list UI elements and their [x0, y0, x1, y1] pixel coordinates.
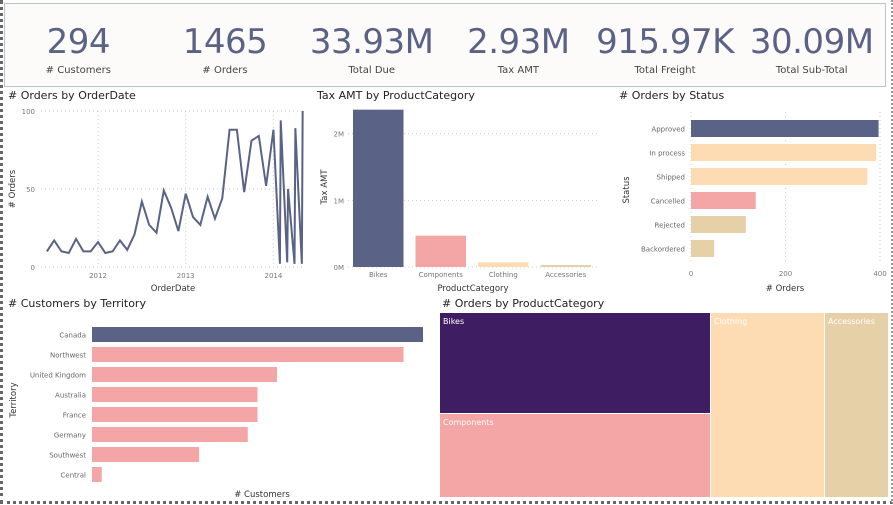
treemap-tile-accessories[interactable]: Accessories	[825, 313, 888, 497]
bar-clothing	[478, 262, 529, 267]
kpi-value: 30.09M	[738, 22, 885, 62]
y-axis-title: Status	[622, 176, 632, 204]
y-tick-label: Rejected	[655, 222, 685, 230]
x-tick-label: Bikes	[369, 271, 388, 279]
tax-by-category-chart[interactable]: Tax AMT by ProductCategory 0M 1M 2M Bikes Co…	[312, 87, 600, 295]
tile-label: Bikes	[443, 317, 464, 326]
y-tick-label: In process	[649, 150, 685, 158]
kpi-label: # Customers	[5, 65, 152, 76]
x-tick-label: 2012	[89, 272, 107, 280]
x-axis-title: OrderDate	[151, 284, 195, 294]
chart-title: # Orders by OrderDate	[8, 89, 136, 102]
x-tick-label: 0	[689, 270, 693, 278]
bar-germany	[92, 427, 248, 442]
bar-northwest	[92, 347, 404, 362]
y-tick-label: 0M	[334, 264, 345, 272]
bar-cancelled	[691, 192, 756, 209]
chart-title: # Orders by ProductCategory	[442, 297, 604, 310]
kpi-value: 33.93M	[298, 22, 445, 62]
chart-title: # Orders by Status	[619, 89, 724, 102]
y-tick-label: France	[63, 412, 86, 420]
kpi-value: 1465	[152, 22, 299, 62]
x-tick-label: Clothing	[489, 271, 518, 279]
treemap-tile-components[interactable]: Components	[440, 414, 710, 497]
x-tick-label: Components	[419, 271, 464, 279]
bar-united-kingdom	[92, 367, 277, 382]
x-axis-title: ProductCategory	[437, 284, 508, 294]
kpi-label: Total Due	[298, 65, 445, 76]
y-tick-label: 0	[31, 264, 35, 272]
y-tick-label: Germany	[54, 432, 86, 440]
kpi-card: 915.97K Total Freight	[592, 4, 739, 86]
treemap-tile-clothing[interactable]: Clothing	[711, 313, 824, 497]
kpi-card: 2.93M Tax AMT	[445, 4, 592, 86]
x-tick-label: 2014	[265, 272, 283, 280]
y-tick-label: Cancelled	[651, 198, 685, 206]
chart-title: Tax AMT by ProductCategory	[317, 89, 475, 102]
kpi-label: Tax AMT	[445, 65, 592, 76]
y-tick-label: 50	[26, 186, 35, 194]
kpi-card: 30.09M Total Sub-Total	[738, 4, 885, 86]
bar-southwest	[92, 447, 199, 462]
treemap-tile-bikes[interactable]: Bikes	[440, 313, 710, 413]
kpi-label: # Orders	[152, 65, 299, 76]
x-tick-label: 2013	[177, 272, 195, 280]
y-tick-label: Backordered	[641, 246, 685, 254]
bar-bikes	[353, 110, 404, 267]
kpi-card: 294 # Customers	[5, 4, 152, 86]
y-axis-title: Territory	[9, 382, 19, 418]
y-tick-label: Australia	[55, 392, 86, 400]
y-tick-label: Northwest	[50, 352, 86, 360]
y-tick-label: 100	[22, 108, 35, 116]
y-tick-label: United Kingdom	[30, 372, 86, 380]
orders-by-date-chart[interactable]: # Orders by OrderDate 0 50 100 2012 2013 2014…	[3, 87, 310, 295]
bar-france	[92, 407, 258, 422]
bar-rejected	[691, 216, 746, 233]
bar-canada	[92, 327, 423, 342]
kpi-value: 915.97K	[592, 22, 739, 62]
bar-approved	[691, 120, 879, 137]
kpi-label: Total Freight	[592, 65, 739, 76]
bar-australia	[92, 387, 258, 402]
y-tick-label: 1M	[334, 197, 345, 205]
bar-backordered	[691, 240, 714, 257]
kpi-label: Total Sub-Total	[738, 65, 885, 76]
y-tick-label: Central	[61, 472, 87, 480]
kpi-value: 2.93M	[445, 22, 592, 62]
bar-components	[416, 236, 467, 267]
x-axis-title: # Customers	[234, 490, 290, 500]
x-tick-label: Accessories	[545, 271, 586, 279]
y-axis-title: # Orders	[8, 169, 18, 208]
x-axis-title: # Orders	[766, 284, 805, 294]
bar-central	[92, 467, 102, 482]
kpi-card: 1465 # Orders	[152, 4, 299, 86]
x-tick-label: 400	[873, 270, 886, 278]
chart-title: # Customers by Territory	[8, 297, 146, 310]
y-axis-title: Tax AMT	[320, 169, 330, 206]
x-tick-label: 200	[779, 270, 792, 278]
series-line	[47, 111, 303, 264]
y-tick-label: Approved	[651, 126, 685, 134]
orders-by-category-treemap[interactable]: # Orders by ProductCategory Bikes Compon…	[437, 295, 890, 501]
customers-by-territory-chart[interactable]: # Customers by Territory Canada Northwest…	[3, 295, 435, 501]
kpi-card: 33.93M Total Due	[298, 4, 445, 86]
y-tick-label: Shipped	[657, 174, 685, 182]
y-tick-label: Canada	[59, 332, 86, 340]
orders-by-status-chart[interactable]: # Orders by Status 0 200 400 Approved In pro…	[614, 87, 890, 295]
tile-label: Accessories	[828, 317, 875, 326]
bar-in-process	[691, 144, 876, 161]
y-tick-label: 2M	[334, 131, 345, 139]
tile-label: Components	[443, 418, 494, 427]
tile-label: Clothing	[714, 317, 747, 326]
bar-shipped	[691, 168, 867, 185]
kpi-value: 294	[5, 22, 152, 62]
y-tick-label: Southwest	[49, 452, 86, 460]
bar-accessories	[541, 265, 592, 267]
